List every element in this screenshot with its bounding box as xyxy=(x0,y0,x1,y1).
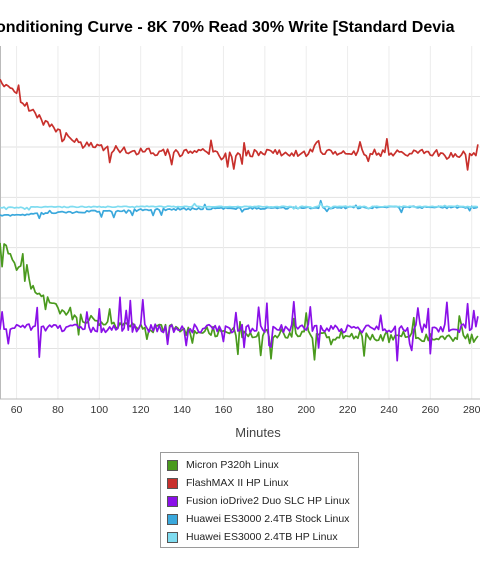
x-tick-label-2: 100 xyxy=(91,404,109,416)
x-tick-label-11: 280 xyxy=(463,404,480,416)
chart-title: onditioning Curve - 8K 70% Read 30% Writ… xyxy=(0,19,455,36)
legend-swatch-2 xyxy=(167,495,178,507)
series-line-0 xyxy=(0,242,479,361)
legend-label-1: FlashMAX II HP Linux xyxy=(186,477,289,489)
series-line-4 xyxy=(0,202,479,211)
x-tick-label-7: 200 xyxy=(297,404,315,416)
legend-item-2: Fusion ioDrive2 Duo SLC HP Linux xyxy=(167,493,350,509)
legend-swatch-4 xyxy=(167,531,178,543)
x-axis-label: Minutes xyxy=(235,425,281,440)
legend-item-0: Micron P320h Linux xyxy=(167,457,279,473)
legend-label-4: Huawei ES3000 2.4TB HP Linux xyxy=(186,531,338,543)
x-tick-label-4: 140 xyxy=(173,404,191,416)
x-tick-label-6: 180 xyxy=(256,404,274,416)
x-tick-label-5: 160 xyxy=(215,404,233,416)
legend-label-0: Micron P320h Linux xyxy=(186,459,279,471)
x-tick-label-0: 60 xyxy=(11,404,23,416)
legend-label-3: Huawei ES3000 2.4TB Stock Linux xyxy=(186,513,350,525)
legend-item-3: Huawei ES3000 2.4TB Stock Linux xyxy=(167,511,349,527)
x-tick-label-8: 220 xyxy=(339,404,357,416)
chart-legend: Micron P320h Linux FlashMAX II HP Linux Fu… xyxy=(160,452,359,548)
x-tick-label-1: 80 xyxy=(52,404,64,416)
series-line-1 xyxy=(0,78,479,171)
series-line-2 xyxy=(0,296,479,362)
legend-swatch-0 xyxy=(167,459,178,471)
series-line-3 xyxy=(0,199,479,220)
legend-label-2: Fusion ioDrive2 Duo SLC HP Linux xyxy=(186,495,350,507)
legend-swatch-3 xyxy=(167,513,178,525)
x-tick-label-10: 260 xyxy=(422,404,440,416)
x-tick-label-3: 120 xyxy=(132,404,150,416)
legend-item-1: FlashMAX II HP Linux xyxy=(167,475,289,491)
legend-swatch-1 xyxy=(167,477,178,489)
x-tick-label-9: 240 xyxy=(380,404,398,416)
legend-item-4: Huawei ES3000 2.4TB HP Linux xyxy=(167,529,338,545)
